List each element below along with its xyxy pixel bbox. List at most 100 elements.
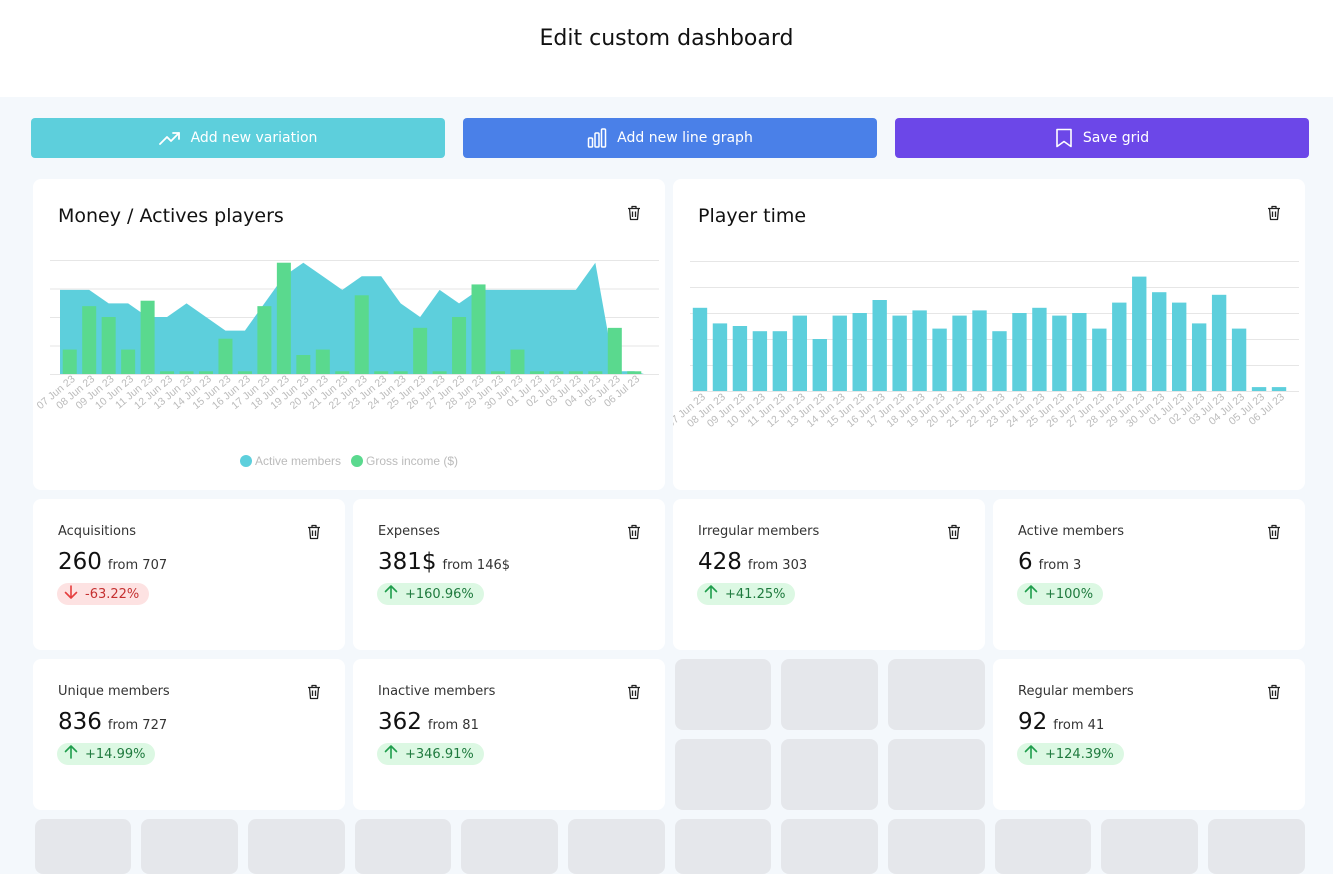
stat-card: Irregular members 428 from 303 +41.25% [673,499,985,650]
bar-gross-income [549,371,564,374]
stat-previous: from 303 [747,558,808,573]
bar-gross-income [490,371,506,374]
bar-gross-income [296,355,311,374]
trash-icon[interactable] [1267,684,1281,700]
bar-gross-income [588,371,603,374]
bar-player-time [892,315,907,391]
trash-icon[interactable] [307,684,321,700]
placeholder-tile [1208,819,1305,874]
stat-card: Expenses 381$ from 146$ +160.96% [353,499,665,650]
bar-gross-income [179,371,194,374]
change-value: +41.25% [725,586,786,602]
legend-marker [240,455,252,467]
stat-label: Inactive members [378,684,496,699]
stat-number: 260 [58,549,102,575]
trash-icon[interactable] [627,684,641,700]
stat-card: Inactive members 362 from 81 +346.91% [353,659,665,810]
stat-value: 362 from 81 [378,709,479,735]
placeholder-tile [675,659,771,730]
series-area-active-members [60,262,644,374]
trash-icon[interactable] [947,524,961,540]
placeholder-tile [35,819,131,874]
change-value: -63.22% [85,586,140,602]
bookmark-icon [1055,128,1073,148]
bar-gross-income [276,262,291,374]
bar-player-time [1152,292,1167,391]
bar-gross-income [315,349,330,374]
bar-player-time [972,310,987,391]
trash-icon[interactable] [307,524,321,540]
bar-gross-income [198,371,214,374]
bar-player-time [1171,302,1187,391]
trash-icon[interactable] [1267,205,1281,221]
stat-label: Active members [1018,524,1125,539]
change-value: +346.91% [405,746,474,762]
arrow-up-icon [383,584,399,604]
arrow-up-icon [1023,744,1039,764]
bar-gross-income [627,371,642,374]
bar-player-time [1092,328,1107,391]
chart-title: Player time [698,205,807,227]
bar-player-time [1191,323,1207,391]
placeholder-tile [995,819,1091,874]
stat-card: Regular members 92 from 41 +124.39% [993,659,1305,810]
bar-player-time [712,323,728,391]
legend-label: Active members [255,454,341,468]
bar-gross-income [257,306,272,374]
bar-gross-income [452,317,467,374]
bar-player-time [1052,315,1067,391]
bar-gross-income [393,371,408,374]
bar-gross-income [607,327,622,374]
placeholder-tile [888,659,985,730]
bar-player-time [1211,294,1227,391]
placeholder-tile [568,819,665,874]
bar-gross-income [471,284,486,374]
bar-player-time [1012,313,1027,391]
placeholder-tile [675,739,771,810]
trash-icon[interactable] [627,524,641,540]
arrow-up-icon [1023,584,1039,604]
change-badge: +41.25% [697,583,796,605]
change-badge: +160.96% [377,583,484,605]
bar-player-time [812,339,827,391]
save-grid-label: Save grid [1082,130,1150,146]
bar-gross-income [335,371,350,374]
placeholder-tile [461,819,558,874]
placeholder-tile [781,659,878,730]
bar-gross-income [121,349,136,374]
player-time-chart-card: Player time 07 Jun 23 08 Jun 23 09 Jun 23 1… [673,179,1305,490]
legend-marker [351,455,363,467]
bar-gross-income [218,338,233,374]
add-variation-button[interactable]: Add new variation [31,118,445,158]
stat-card: Active members 6 from 3 +100% [993,499,1305,650]
stat-previous: from 707 [107,558,168,573]
stat-value: 6 from 3 [1018,549,1081,575]
placeholder-tile [675,819,771,874]
bar-gross-income [160,371,175,374]
stat-previous: from 81 [427,718,479,733]
trash-icon[interactable] [627,205,641,221]
chart-title: Money / Actives players [58,205,284,227]
bar-gross-income [354,295,369,374]
bar-player-time [792,315,808,391]
bar-gross-income [529,371,544,374]
stat-label: Expenses [378,524,440,539]
bar-player-time [732,326,748,391]
add-line-graph-button[interactable]: Add new line graph [463,118,877,158]
arrow-up-icon [383,744,399,764]
save-grid-button[interactable]: Save grid [895,118,1309,158]
bar-gross-income [568,371,583,374]
arrow-up-icon [63,744,79,764]
money-actives-chart-card: Money / Actives players 07 Jun 23 08 Jun … [33,179,665,490]
stat-number: 6 [1018,549,1033,575]
bar-gross-income [237,371,252,374]
change-badge: +124.39% [1017,743,1124,765]
bar-player-time [752,331,768,391]
placeholder-tile [141,819,238,874]
bar-gross-income [82,306,97,374]
stat-value: 260 from 707 [58,549,167,575]
trash-icon[interactable] [1267,524,1281,540]
placeholder-tile [1101,819,1198,874]
stat-previous: from 727 [107,718,168,733]
stat-label: Acquisitions [58,524,136,539]
